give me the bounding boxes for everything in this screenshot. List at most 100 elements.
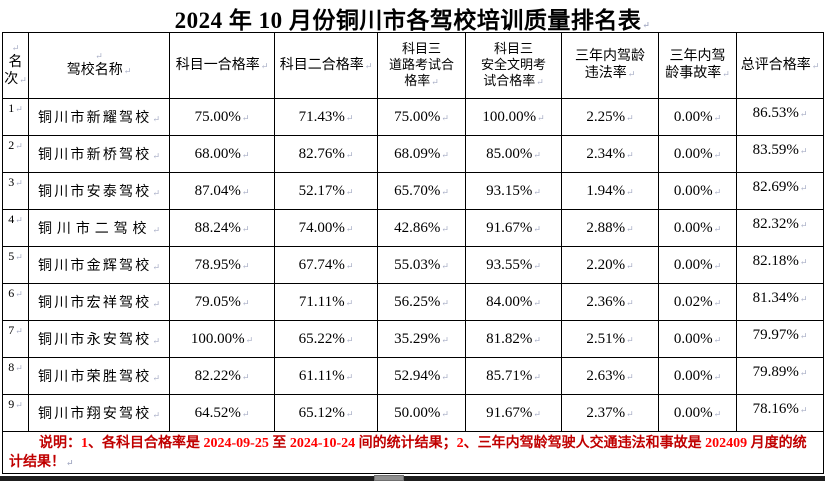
cell-value: 85.00% xyxy=(486,146,541,162)
cell-value: 35.29% xyxy=(394,331,449,347)
cell-value: 71.11% xyxy=(299,294,353,310)
table-row: 1 铜川市新耀驾校 75.00% 71.43% 75.00% 100.00% 2.25% 0.… xyxy=(2,98,824,136)
scrollbar-thumb[interactable] xyxy=(374,475,404,481)
paragraph-mark xyxy=(4,43,27,54)
cell-value: 82.18% xyxy=(753,253,808,269)
column-header-label: 龄事故率 xyxy=(660,65,735,83)
cell-value: 1 xyxy=(8,101,23,115)
cell-name: 铜川市荣胜驾校 xyxy=(28,357,170,395)
cell-violation: 2.88% xyxy=(561,209,659,247)
column-header-label: 科目三 xyxy=(493,41,533,56)
cell-value: 0.02% xyxy=(674,294,721,310)
cell-sub2: 74.00% xyxy=(274,209,378,247)
cell-value: 2.25% xyxy=(586,109,633,125)
cell-violation: 2.63% xyxy=(561,357,659,395)
cell-value: 2.88% xyxy=(586,220,633,236)
window-bottom-edge xyxy=(0,475,825,481)
cell-value: 2.36% xyxy=(586,294,633,310)
cell-sub3_safe: 93.15% xyxy=(465,172,562,210)
cell-value: 铜川市宏祥驾校 xyxy=(38,296,160,311)
note-segment: 2024-10-24 xyxy=(289,436,356,451)
cell-value: 2.37% xyxy=(586,405,633,421)
note-segment: 至 xyxy=(268,436,290,451)
cell-name: 铜川市翔安驾校 xyxy=(28,394,170,432)
cell-total: 83.59% xyxy=(736,135,824,173)
cell-rank: 6 xyxy=(2,283,29,321)
cell-sub3_road: 55.03% xyxy=(377,246,466,284)
cell-name: 铜川市安泰驾校 xyxy=(28,172,170,210)
cell-value: 0.00% xyxy=(674,257,721,273)
cell-name: 铜川市宏祥驾校 xyxy=(28,283,170,321)
cell-value: 7 xyxy=(8,323,23,337)
cell-accident: 0.00% xyxy=(658,357,737,395)
note-segment: 说明： xyxy=(39,436,81,451)
cell-value: 82.76% xyxy=(299,146,354,162)
cell-violation: 2.51% xyxy=(561,320,659,358)
cell-sub2: 65.12% xyxy=(274,394,378,432)
cell-sub1: 78.95% xyxy=(169,246,275,284)
cell-accident: 0.00% xyxy=(658,209,737,247)
cell-value: 61.11% xyxy=(299,368,353,384)
cell-sub3_road: 75.00% xyxy=(377,98,466,136)
cell-value: 52.94% xyxy=(394,368,449,384)
cell-value: 68.09% xyxy=(394,146,449,162)
cell-value: 0.00% xyxy=(674,183,721,199)
cell-sub2: 71.11% xyxy=(274,283,378,321)
cell-violation: 2.20% xyxy=(561,246,659,284)
cell-sub3_safe: 85.71% xyxy=(465,357,562,395)
cell-rank: 4 xyxy=(2,209,29,247)
cell-value: 1.94% xyxy=(586,183,633,199)
note-segment: 202409 xyxy=(705,436,748,451)
table-row: 5 铜川市金辉驾校 78.95% 67.74% 55.03% 93.55% 2.20% 0.0… xyxy=(2,246,824,284)
cell-sub2: 52.17% xyxy=(274,172,378,210)
cell-sub1: 88.24% xyxy=(169,209,275,247)
cell-sub2: 65.22% xyxy=(274,320,378,358)
cell-value: 铜川市金辉驾校 xyxy=(38,259,160,274)
cell-total: 81.34% xyxy=(736,283,824,321)
cell-value: 50.00% xyxy=(394,405,449,421)
cell-value: 81.82% xyxy=(486,331,541,347)
cell-value: 83.59% xyxy=(753,142,808,158)
cell-accident: 0.00% xyxy=(658,320,737,358)
cell-rank: 5 xyxy=(2,246,29,284)
column-header-label: 试合格率 xyxy=(467,73,560,90)
column-header-label: 违法率 xyxy=(563,65,657,83)
cell-value: 93.55% xyxy=(486,257,541,273)
column-header-label: 科目三 xyxy=(401,41,441,56)
column-header-rank: 名次 xyxy=(2,32,29,99)
cell-total: 86.53% xyxy=(736,98,824,136)
cell-rank: 8 xyxy=(2,357,29,395)
cell-value: 79.97% xyxy=(753,327,808,343)
cell-value: 3 xyxy=(8,175,23,189)
cell-value: 71.43% xyxy=(299,109,354,125)
cell-sub3_road: 68.09% xyxy=(377,135,466,173)
column-header-sub2: 科目二合格率 xyxy=(274,32,378,99)
table-header: 名次驾校名称科目一合格率科目二合格率科目三道路考试合格率科目三安全文明考试合格率… xyxy=(2,32,824,99)
cell-rank: 7 xyxy=(2,320,29,358)
cell-violation: 2.25% xyxy=(561,98,659,136)
cell-value: 铜川市二驾校 xyxy=(38,222,160,237)
cell-value: 2.20% xyxy=(586,257,633,273)
table-row: 3 铜川市安泰驾校 87.04% 52.17% 65.70% 93.15% 1.94% 0.0… xyxy=(2,172,824,210)
cell-name: 铜川市二驾校 xyxy=(28,209,170,247)
note-row: 说明：1、各科目合格率是 2024-09-25 至 2024-10-24 间的统… xyxy=(2,431,824,474)
cell-accident: 0.00% xyxy=(658,98,737,136)
cell-rank: 3 xyxy=(2,172,29,210)
note-segment: 间的统计结果； xyxy=(355,436,457,451)
note-segment: 2024-09-25 xyxy=(203,436,269,451)
cell-sub1: 68.00% xyxy=(169,135,275,173)
cell-value: 82.22% xyxy=(195,368,250,384)
cell-sub1: 64.52% xyxy=(169,394,275,432)
cell-sub2: 82.76% xyxy=(274,135,378,173)
paragraph-mark xyxy=(30,51,168,62)
cell-total: 79.89% xyxy=(736,357,824,395)
note-segment: 1 xyxy=(81,436,88,451)
cell-value: 6 xyxy=(8,286,23,300)
cell-value: 0.00% xyxy=(674,405,721,421)
cell-value: 0.00% xyxy=(674,220,721,236)
cell-value: 79.89% xyxy=(753,364,808,380)
cell-value: 56.25% xyxy=(394,294,449,310)
column-header-label: 次 xyxy=(4,71,27,89)
cell-value: 65.12% xyxy=(299,405,354,421)
